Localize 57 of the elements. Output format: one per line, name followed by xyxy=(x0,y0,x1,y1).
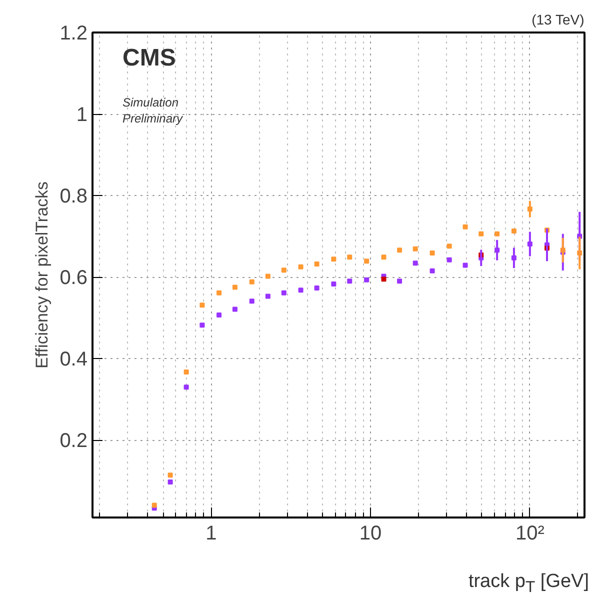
annotation: Preliminary xyxy=(122,112,184,126)
y-tick-label: 1.2 xyxy=(60,22,88,44)
point xyxy=(412,260,418,266)
point xyxy=(331,256,336,262)
y-axis-title: Efficiency for pixelTracks xyxy=(32,181,52,369)
point xyxy=(364,258,370,264)
point xyxy=(364,277,370,282)
y-tick-label: 0.6 xyxy=(60,267,88,290)
point xyxy=(249,279,254,284)
point xyxy=(381,276,386,282)
point xyxy=(430,268,435,274)
y-tick-label: 0.8 xyxy=(60,186,88,208)
point xyxy=(152,502,157,508)
point xyxy=(298,264,304,270)
point xyxy=(216,290,222,296)
point xyxy=(446,257,452,262)
point xyxy=(249,298,254,304)
y-tick-label: 0.2 xyxy=(60,430,88,452)
point xyxy=(314,286,320,291)
point xyxy=(281,268,286,273)
point xyxy=(347,254,352,260)
point xyxy=(200,302,205,308)
point xyxy=(232,306,238,312)
point xyxy=(281,290,286,296)
point xyxy=(216,312,222,318)
x-tick-label: 10² xyxy=(515,522,545,544)
point xyxy=(168,480,173,485)
point xyxy=(412,246,418,252)
point xyxy=(462,224,468,230)
point xyxy=(200,322,205,328)
point xyxy=(446,244,452,249)
point xyxy=(168,472,173,478)
annotation: Simulation xyxy=(122,96,179,110)
point xyxy=(494,231,500,236)
point xyxy=(265,294,270,299)
text: (13 TeV) xyxy=(532,12,584,28)
point xyxy=(397,248,402,253)
point xyxy=(184,384,189,390)
x-tick-label: 10 xyxy=(359,522,382,544)
point xyxy=(397,278,402,284)
point xyxy=(314,261,320,266)
point xyxy=(347,278,352,284)
point xyxy=(298,288,304,293)
y-tick-label: 0.4 xyxy=(60,348,88,371)
y-tick-label: 1 xyxy=(76,104,88,126)
point xyxy=(265,274,270,279)
point xyxy=(232,284,238,290)
point xyxy=(430,250,435,256)
point xyxy=(184,370,189,374)
annotation: CMS xyxy=(122,44,176,72)
point xyxy=(511,228,516,234)
point xyxy=(478,231,484,236)
x-tick-label: 1 xyxy=(206,522,217,544)
x-axis-title: track p$_{T}$ [GeV] xyxy=(468,570,589,593)
point xyxy=(381,254,386,260)
point xyxy=(331,281,336,286)
point xyxy=(462,262,468,268)
